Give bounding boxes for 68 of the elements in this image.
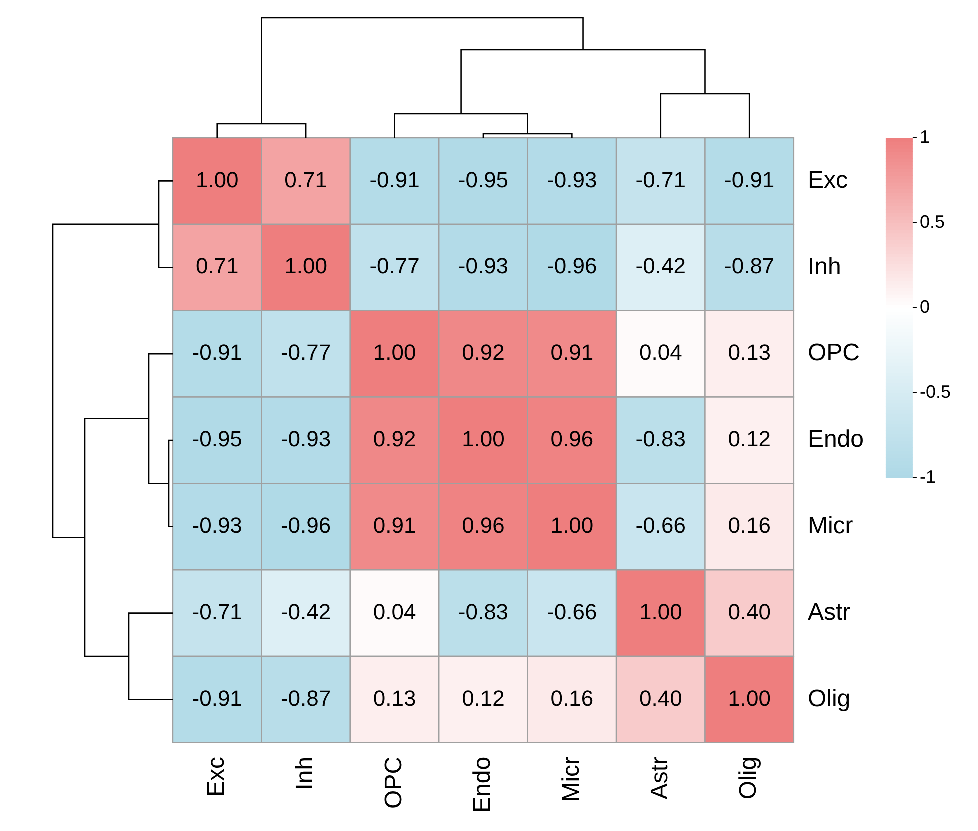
data-label: 0.91 (373, 512, 416, 538)
data-label: -0.87 (724, 254, 775, 279)
data-label: -0.91 (724, 167, 775, 192)
data-label: 0.40 (639, 686, 682, 711)
data-label: 0.13 (728, 340, 772, 366)
data-label: -0.42 (636, 254, 686, 279)
data-label: 1.00 (284, 254, 328, 279)
y-tick-label: Exc (808, 166, 848, 194)
data-label: 0.96 (462, 512, 505, 538)
data-label: -0.91 (192, 686, 242, 711)
data-label: 0.16 (550, 686, 594, 711)
y-tick-label: Micr (808, 512, 854, 540)
data-label: 0.04 (373, 599, 416, 624)
color-bar-label: -0.5 (920, 382, 951, 402)
color-bar-label: 0.5 (920, 212, 945, 232)
color-bar-label: 0 (920, 296, 930, 317)
data-label: 0.04 (639, 340, 682, 366)
data-label: -0.93 (280, 426, 332, 452)
data-label: 0.12 (728, 426, 772, 452)
data-label: -0.83 (458, 599, 509, 624)
data-label: 0.92 (373, 426, 416, 452)
data-label: 0.71 (196, 254, 239, 279)
data-label: 0.92 (462, 340, 505, 366)
data-label: -0.66 (547, 599, 598, 624)
data-label: -0.93 (458, 254, 509, 279)
data-label: 0.40 (728, 599, 772, 624)
data-label: -0.93 (547, 167, 598, 192)
data-label: 1.00 (196, 167, 239, 192)
x-tick-label: Inh (292, 756, 319, 790)
data-label: 0.12 (462, 686, 505, 711)
x-tick-label: Astr (646, 756, 674, 800)
data-label: -0.95 (192, 426, 242, 452)
data-label: 0.96 (550, 426, 594, 452)
y-tick-label: Astr (808, 598, 851, 626)
data-label: -0.91 (370, 167, 420, 192)
data-label: 1.00 (462, 426, 505, 452)
y-tick-label: Olig (808, 685, 851, 712)
x-tick-label: Olig (735, 756, 762, 800)
x-tick-label: Endo (469, 756, 496, 814)
data-label: -0.87 (280, 686, 332, 711)
data-label: 0.13 (373, 686, 416, 711)
data-label: 1.00 (373, 340, 416, 366)
data-label: 1.00 (639, 599, 682, 624)
data-label: -0.96 (280, 512, 332, 538)
color-bar-label: 1 (920, 126, 930, 147)
y-tick-label: Inh (808, 253, 842, 280)
x-tick-label: OPC (380, 756, 408, 809)
data-label: 1.00 (550, 512, 594, 538)
data-label: -0.83 (636, 426, 686, 452)
y-tick-label: Endo (808, 426, 864, 454)
data-label: -0.71 (192, 599, 242, 624)
data-label: 0.91 (550, 340, 594, 366)
data-label: -0.42 (280, 599, 332, 624)
data-label: -0.93 (192, 512, 242, 538)
color-bar-label: -1 (920, 466, 936, 487)
data-label: -0.77 (280, 340, 332, 366)
data-label: -0.95 (458, 167, 509, 192)
data-label: -0.77 (370, 254, 420, 279)
data-label: 1.00 (728, 686, 772, 711)
data-label: 0.71 (284, 167, 328, 192)
x-tick-label: Micr (558, 756, 585, 802)
y-tick-label: OPC (808, 340, 860, 367)
data-label: -0.91 (192, 340, 242, 366)
data-label: -0.96 (547, 254, 598, 279)
data-label: -0.66 (636, 512, 686, 538)
data-label: -0.71 (636, 167, 686, 192)
x-tick-label: Exc (202, 756, 230, 797)
data-label: 0.16 (728, 512, 772, 538)
